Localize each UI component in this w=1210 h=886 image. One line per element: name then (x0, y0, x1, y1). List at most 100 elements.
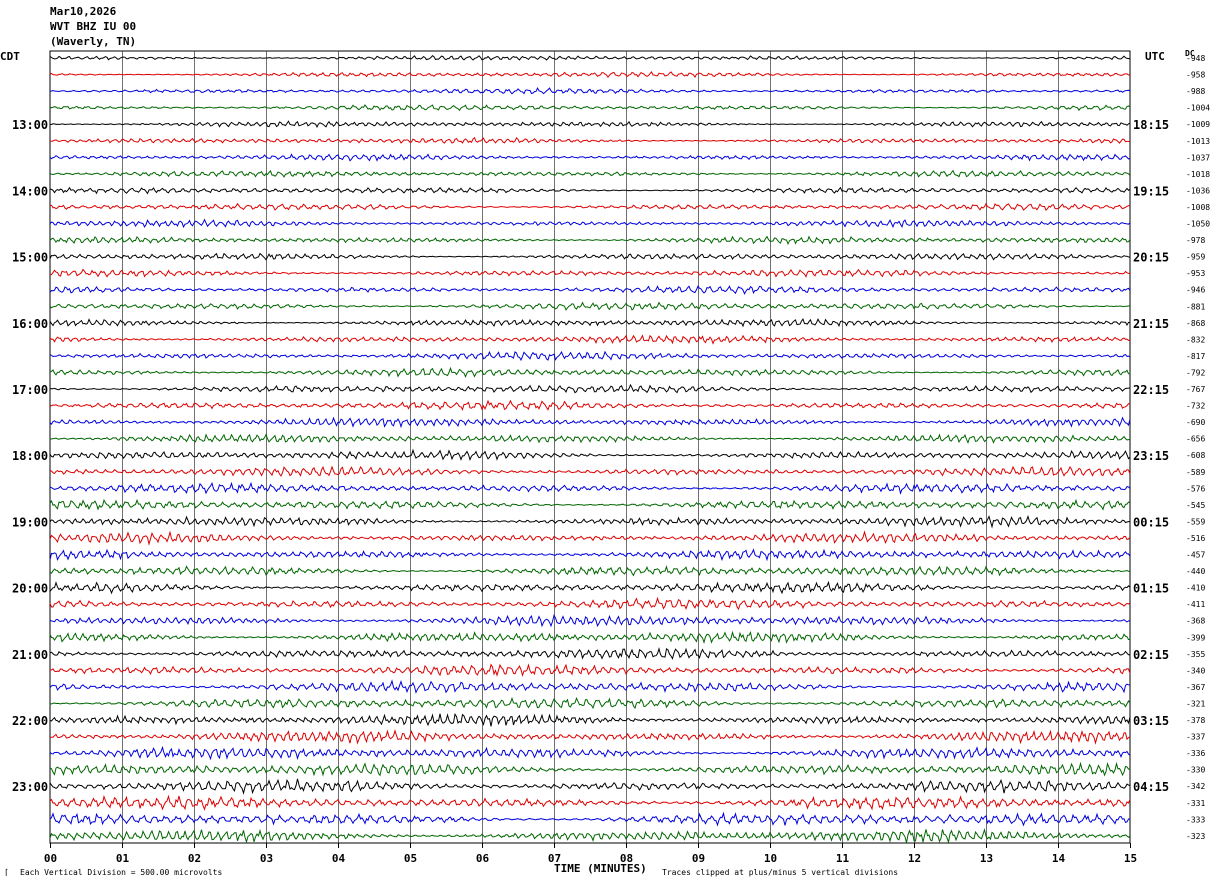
seismic-trace (49, 285, 1131, 295)
seismic-trace (49, 87, 1131, 95)
dc-offset-label: -589 (1186, 468, 1205, 477)
dc-offset-label: -767 (1186, 385, 1205, 394)
left-hour-label: 23:00 (12, 780, 48, 794)
right-hour-label: 04:15 (1133, 780, 1169, 794)
right-hour-label: 20:15 (1133, 251, 1169, 265)
dc-offset-label: -576 (1186, 484, 1205, 493)
dc-offset-label: -1008 (1186, 203, 1210, 212)
seismic-trace (49, 712, 1131, 727)
x-tick-label: 01 (116, 852, 130, 865)
left-hour-label: 14:00 (12, 184, 48, 198)
seismic-trace (49, 548, 1131, 562)
right-hour-label: 21:15 (1133, 317, 1169, 331)
seismic-trace (49, 55, 1131, 61)
dc-offset-label: -342 (1186, 782, 1205, 791)
left-hour-label: 21:00 (12, 648, 48, 662)
seismic-trace (49, 827, 1131, 845)
left-hour-label: 19:00 (12, 515, 48, 529)
dc-offset-label: -330 (1186, 766, 1205, 775)
seismic-trace (49, 448, 1131, 462)
seismic-trace (50, 136, 1131, 144)
dc-offset-label: -832 (1186, 335, 1205, 344)
station-code: WVT BHZ IU 00 (50, 20, 137, 33)
seismic-trace (49, 580, 1131, 595)
seismic-trace (50, 433, 1131, 444)
right-hour-label: 18:15 (1133, 118, 1169, 132)
seismic-trace (49, 596, 1131, 611)
x-tick-label: 00 (44, 852, 57, 865)
dc-offset-label: -1037 (1186, 153, 1210, 162)
dc-offset-label: -1050 (1186, 220, 1210, 229)
plot-date: Mar10,2026 (50, 5, 117, 18)
dc-offset-label: -732 (1186, 402, 1205, 411)
x-tick-label: 09 (692, 852, 705, 865)
dc-offset-label: -1013 (1186, 137, 1210, 146)
dc-offset-label: -817 (1186, 352, 1205, 361)
left-hour-label: 17:00 (12, 383, 48, 397)
seismic-trace (49, 416, 1131, 429)
x-tick-label: 13 (980, 852, 993, 865)
dc-offset-label: -1036 (1186, 186, 1210, 195)
seismic-trace (49, 465, 1131, 477)
x-tick-label: 02 (188, 852, 201, 865)
seismic-trace (49, 218, 1131, 229)
seismic-trace (49, 761, 1131, 777)
left-hour-label: 16:00 (12, 317, 48, 331)
dc-offset-label: -690 (1186, 418, 1205, 427)
x-tick-label: 03 (260, 852, 273, 865)
seismic-trace (49, 104, 1131, 112)
dc-offset-label: -331 (1186, 799, 1205, 808)
plot-frame (49, 50, 1131, 844)
seismic-trace (49, 696, 1131, 710)
station-location: (Waverly, TN) (50, 35, 137, 48)
right-hour-label: 01:15 (1133, 582, 1169, 596)
dc-offset-label: -337 (1186, 733, 1205, 742)
dc-offset-label: -457 (1186, 551, 1205, 560)
x-tick-label: 11 (836, 852, 850, 865)
seismic-trace (49, 663, 1131, 677)
x-tick-label: 07 (548, 852, 561, 865)
seismic-trace (49, 399, 1131, 411)
dc-offset-label: -545 (1186, 501, 1205, 510)
seismic-trace (49, 778, 1131, 795)
seismic-trace (49, 70, 1131, 79)
dc-offset-label: -946 (1186, 286, 1205, 295)
dc-offset-label: -1018 (1186, 170, 1210, 179)
left-timezone-label: CDT (0, 50, 20, 63)
dc-offset-label: -868 (1186, 319, 1205, 328)
dc-offset-label: -410 (1186, 584, 1205, 593)
dc-offset-label: -948 (1186, 54, 1205, 63)
dc-offset-label: -378 (1186, 716, 1205, 725)
left-hour-label: 18:00 (12, 449, 48, 463)
x-tick-label: 08 (620, 852, 633, 865)
seismic-trace (49, 794, 1131, 811)
dc-offset-label: -1009 (1186, 120, 1210, 129)
seismic-trace (49, 498, 1131, 511)
dc-offset-label: -440 (1186, 567, 1205, 576)
x-tick-label: 04 (332, 852, 346, 865)
seismic-trace (49, 235, 1131, 246)
dc-offset-label: -881 (1186, 302, 1205, 311)
seismic-trace (49, 481, 1131, 495)
right-hour-label: 02:15 (1133, 648, 1169, 662)
seismic-trace (49, 630, 1130, 645)
clip-note: Traces clipped at plus/minus 5 vertical … (662, 868, 899, 877)
dc-offset-label: -978 (1186, 236, 1205, 245)
right-hour-label: 00:15 (1133, 515, 1169, 529)
vertical-division-note: Each Vertical Division = 500.00 microvol… (20, 868, 223, 877)
right-hour-label: 19:15 (1133, 184, 1169, 198)
dc-offset-label: -368 (1186, 617, 1205, 626)
x-tick-label: 12 (908, 852, 921, 865)
seismic-trace (49, 514, 1130, 529)
seismic-trace (49, 729, 1131, 745)
left-hour-label: 22:00 (12, 714, 48, 728)
dc-offset-label: -340 (1186, 666, 1205, 675)
dc-offset-label: -321 (1186, 699, 1205, 708)
x-tick-label: 05 (404, 852, 417, 865)
seismic-trace (49, 530, 1131, 546)
seismic-trace (49, 169, 1131, 178)
right-hour-label: 03:15 (1133, 714, 1169, 728)
seismic-trace (49, 679, 1131, 694)
seismic-trace (49, 120, 1131, 129)
